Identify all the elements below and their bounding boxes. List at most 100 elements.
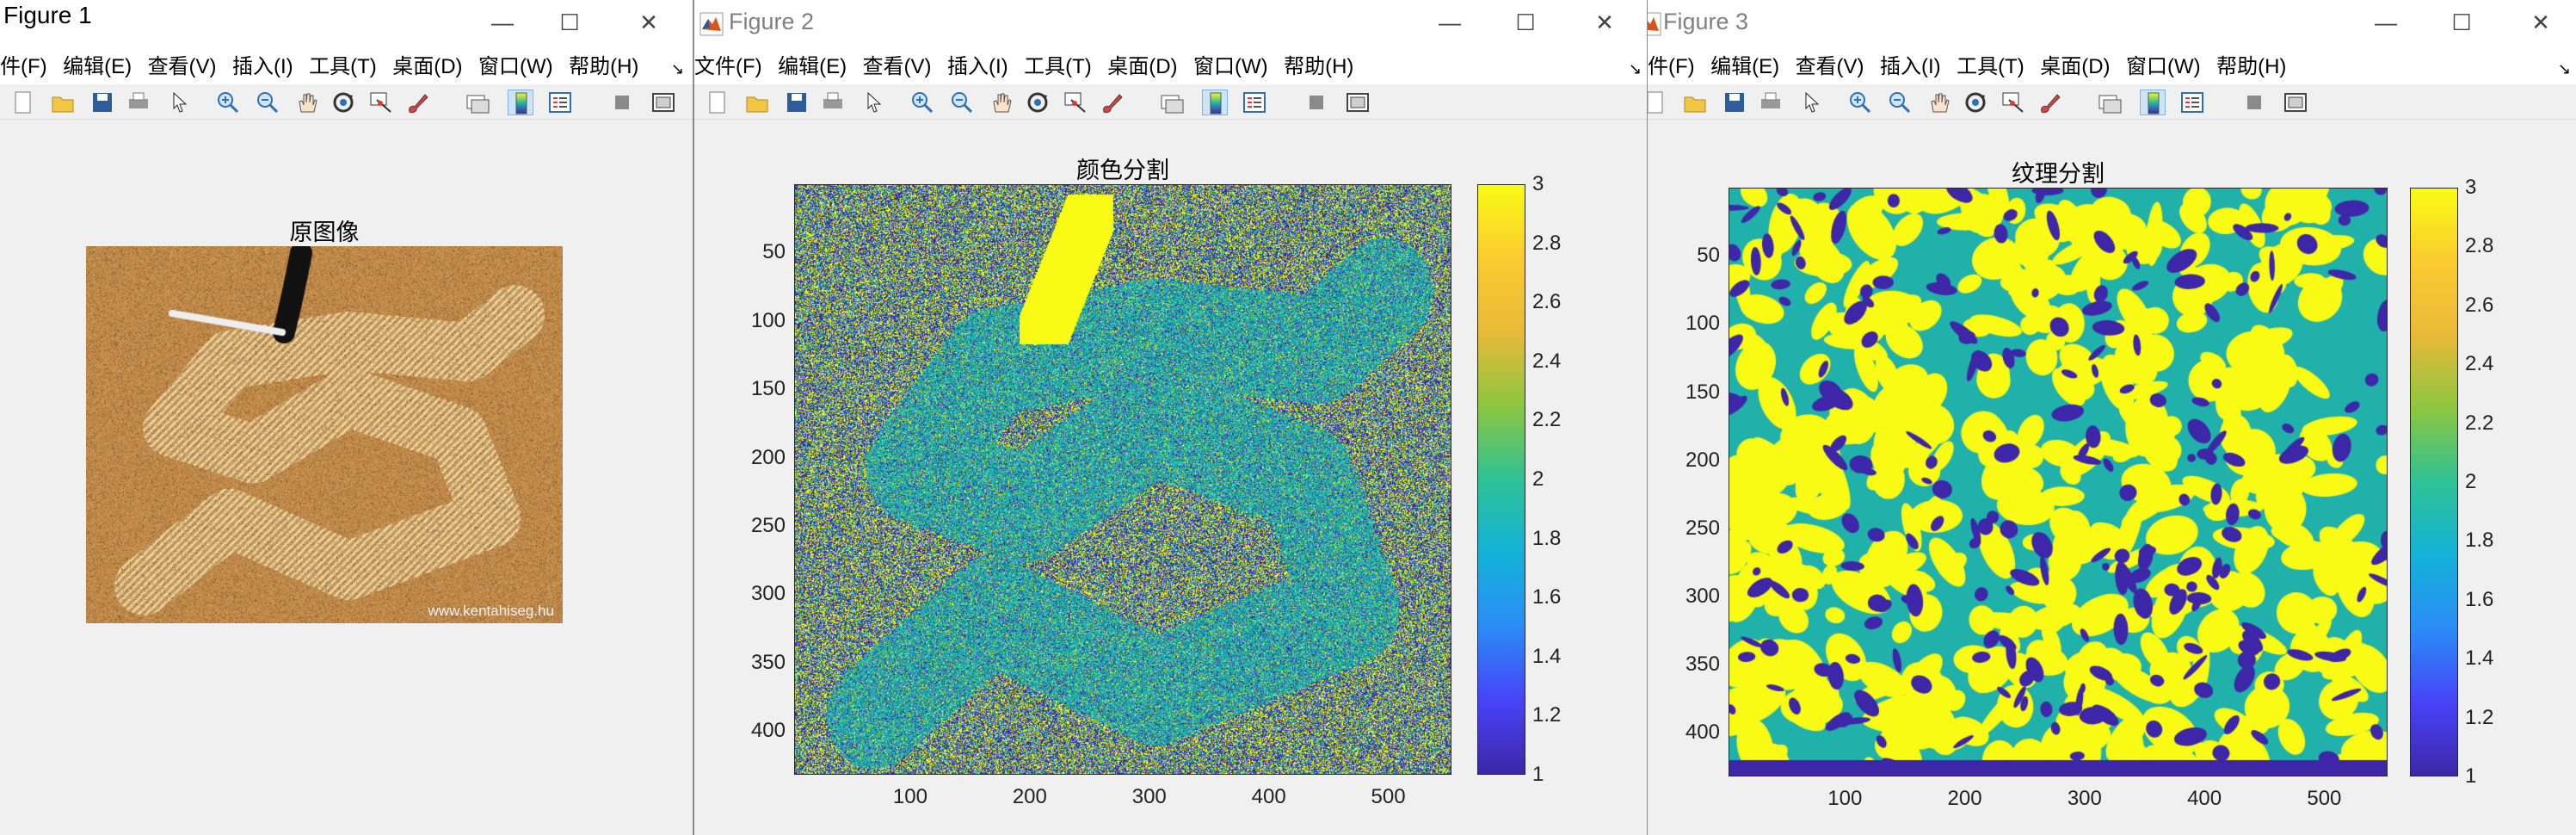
menu-overflow-icon[interactable]: ↘: [2558, 60, 2572, 77]
colorbar-tick-label: 1.6: [1532, 585, 1562, 609]
link-plot-icon[interactable]: [465, 90, 490, 115]
colorbar-icon[interactable]: [2140, 90, 2166, 115]
zoom-in-icon[interactable]: [909, 90, 935, 115]
menu-help[interactable]: 帮助(H): [2216, 55, 2287, 78]
maximize-button[interactable]: ☐: [2451, 9, 2472, 35]
link-plot-icon[interactable]: [2097, 90, 2123, 115]
legend-icon[interactable]: [1242, 90, 1267, 115]
new-figure-icon[interactable]: [10, 90, 36, 115]
colorbar[interactable]: [2410, 188, 2458, 776]
menu-edit[interactable]: 编辑(E): [1710, 55, 1780, 78]
colorbar-tick-label: 2.2: [1532, 408, 1562, 432]
menu-tools[interactable]: 工具(T): [1957, 55, 2024, 78]
brush-icon[interactable]: [404, 90, 430, 115]
data-cursor-icon[interactable]: [2000, 90, 2026, 115]
title-bar[interactable]: Figure 3 — ☐ ✕: [1648, 0, 2576, 50]
menu-desktop[interactable]: 桌面(D): [392, 55, 463, 78]
new-figure-icon[interactable]: [705, 90, 730, 115]
colorbar-tick-label: 1.6: [2465, 587, 2494, 611]
menu-insert[interactable]: 插入(I): [947, 55, 1008, 78]
title-bar[interactable]: Figure 2 — ☐ ✕: [694, 0, 1648, 50]
open-file-icon[interactable]: [1682, 90, 1708, 115]
minimize-button[interactable]: —: [491, 9, 514, 35]
print-icon[interactable]: [1758, 90, 1784, 115]
menu-help[interactable]: 帮助(H): [1284, 55, 1354, 78]
data-cursor-icon[interactable]: [1063, 90, 1088, 115]
select-arrow-icon[interactable]: [167, 90, 193, 115]
close-button[interactable]: ✕: [1595, 9, 1614, 35]
menu-edit[interactable]: 编辑(E): [63, 55, 132, 78]
hide-plot-tools-icon[interactable]: [609, 90, 635, 115]
brush-icon[interactable]: [1099, 90, 1125, 115]
y-tick-label: 100: [750, 308, 786, 332]
pan-hand-icon[interactable]: [1926, 90, 1952, 115]
zoom-out-icon[interactable]: [255, 90, 280, 115]
menu-insert[interactable]: 插入(I): [232, 55, 293, 78]
data-cursor-icon[interactable]: [368, 90, 394, 115]
legend-icon[interactable]: [2179, 90, 2205, 115]
colorbar-tick-label: 1.4: [1532, 644, 1562, 668]
rotate-3d-icon[interactable]: [330, 90, 356, 115]
figure-1-window[interactable]: Figure 1 — ☐ ✕ 件(F) 编辑(E) 查看(V) 插入(I) 工具…: [0, 0, 693, 835]
select-arrow-icon[interactable]: [861, 90, 887, 115]
show-plot-tools-icon[interactable]: [1345, 90, 1371, 115]
colorbar-icon[interactable]: [508, 90, 533, 115]
minimize-button[interactable]: —: [1439, 9, 1461, 35]
menu-file[interactable]: 件(F): [0, 55, 47, 78]
print-icon[interactable]: [820, 90, 846, 115]
menu-desktop[interactable]: 桌面(D): [1107, 55, 1178, 78]
zoom-out-icon[interactable]: [949, 90, 975, 115]
y-tick-label: 400: [750, 719, 786, 743]
print-icon[interactable]: [126, 90, 151, 115]
new-figure-icon[interactable]: [1648, 90, 1668, 115]
rotate-3d-icon[interactable]: [1963, 90, 1988, 115]
menu-overflow-icon[interactable]: ↘: [671, 60, 685, 77]
figure-2-window[interactable]: Figure 2 — ☐ ✕ 文件(F) 编辑(E) 查看(V) 插入(I) 工…: [693, 0, 1649, 835]
link-plot-icon[interactable]: [1159, 90, 1185, 115]
menu-help[interactable]: 帮助(H): [569, 55, 639, 78]
save-icon[interactable]: [1722, 90, 1747, 115]
save-icon[interactable]: [784, 90, 810, 115]
menu-view[interactable]: 查看(V): [862, 55, 932, 78]
menu-file[interactable]: 文件(F): [1647, 55, 1695, 78]
menu-window[interactable]: 窗口(W): [2126, 55, 2201, 78]
colorbar[interactable]: [1477, 184, 1525, 775]
menu-view[interactable]: 查看(V): [1795, 55, 1864, 78]
title-bar[interactable]: Figure 1 — ☐ ✕: [0, 0, 693, 50]
colorbar-icon[interactable]: [1202, 90, 1228, 115]
minimize-button[interactable]: —: [2375, 9, 2397, 35]
menu-desktop[interactable]: 桌面(D): [2040, 55, 2111, 78]
menu-file[interactable]: 文件(F): [694, 55, 762, 78]
hide-plot-tools-icon[interactable]: [2241, 90, 2267, 115]
menu-overflow-icon[interactable]: ↘: [1629, 60, 1642, 77]
save-icon[interactable]: [89, 90, 115, 115]
maximize-button[interactable]: ☐: [559, 9, 580, 35]
open-file-icon[interactable]: [50, 90, 76, 115]
show-plot-tools-icon[interactable]: [650, 90, 676, 115]
close-button[interactable]: ✕: [2531, 9, 2550, 35]
pan-hand-icon[interactable]: [294, 90, 320, 115]
close-button[interactable]: ✕: [639, 9, 658, 35]
open-file-icon[interactable]: [744, 90, 770, 115]
legend-icon[interactable]: [547, 90, 573, 115]
zoom-in-icon[interactable]: [215, 90, 241, 115]
zoom-out-icon[interactable]: [1887, 90, 1913, 115]
pan-hand-icon[interactable]: [989, 90, 1014, 115]
menu-window[interactable]: 窗口(W): [478, 55, 553, 78]
figure-3-window[interactable]: Figure 3 — ☐ ✕ 文件(F) 编辑(E) 查看(V) 插入(I) 工…: [1647, 0, 2576, 835]
menu-view[interactable]: 查看(V): [147, 55, 217, 78]
menu-insert[interactable]: 插入(I): [1880, 55, 1941, 78]
matlab-logo-icon: [1648, 12, 1661, 36]
menu-tools[interactable]: 工具(T): [1024, 55, 1092, 78]
maximize-button[interactable]: ☐: [1515, 9, 1536, 35]
rotate-3d-icon[interactable]: [1025, 90, 1051, 115]
y-tick-label: 150: [1685, 380, 1720, 404]
select-arrow-icon[interactable]: [1799, 90, 1825, 115]
brush-icon[interactable]: [2037, 90, 2062, 115]
menu-tools[interactable]: 工具(T): [309, 55, 377, 78]
show-plot-tools-icon[interactable]: [2283, 90, 2308, 115]
hide-plot-tools-icon[interactable]: [1303, 90, 1329, 115]
menu-window[interactable]: 窗口(W): [1193, 55, 1268, 78]
zoom-in-icon[interactable]: [1847, 90, 1873, 115]
menu-edit[interactable]: 编辑(E): [778, 55, 847, 78]
